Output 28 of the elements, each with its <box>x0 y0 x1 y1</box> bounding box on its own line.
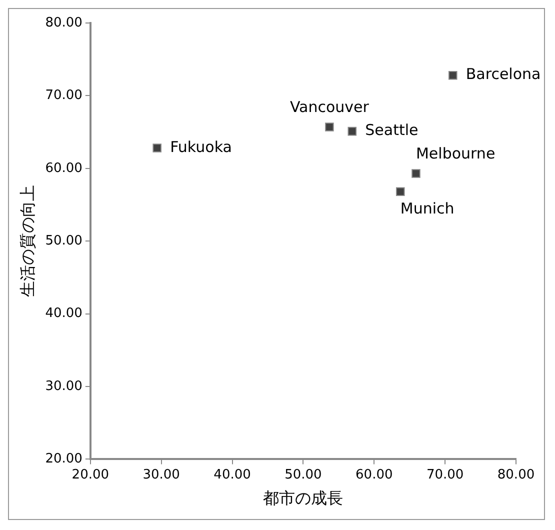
y-tick-label: 80.00 <box>45 15 82 30</box>
point <box>152 144 162 152</box>
y-tick-label: 20.00 <box>45 452 82 467</box>
annotation: Fukuoka <box>170 138 232 156</box>
y-tick-label: 60.00 <box>45 160 82 176</box>
y-tick-label: 30.00 <box>45 378 82 394</box>
y-tick-label: 70.00 <box>45 88 82 104</box>
annotation: Vancouver <box>290 98 370 116</box>
x-tick-label: 20.00 <box>72 467 110 482</box>
point <box>396 187 405 196</box>
x-tick-label: 60.00 <box>356 467 393 482</box>
x-tick-label: 70.00 <box>426 467 464 482</box>
x-tick-label: 80.00 <box>497 467 535 482</box>
x-tick-label: 50.00 <box>284 467 322 482</box>
y-tick-label: 40.00 <box>45 306 82 322</box>
y-axis-title: 生活の質の向上 <box>18 185 37 298</box>
y-tick-label: 50.00 <box>45 233 82 248</box>
x-tick-label: 40.00 <box>214 467 251 482</box>
point <box>325 122 334 132</box>
x-tick-label: 30.00 <box>142 467 180 482</box>
point <box>448 70 458 80</box>
annotation: Melbourne <box>416 144 496 162</box>
x-axis-title: 都市の成長 <box>263 488 344 508</box>
point <box>348 126 357 136</box>
annotation: Munich <box>400 200 454 218</box>
annotation: Barcelona <box>466 65 541 84</box>
annotation: Seattle <box>365 121 418 140</box>
point <box>412 169 420 178</box>
